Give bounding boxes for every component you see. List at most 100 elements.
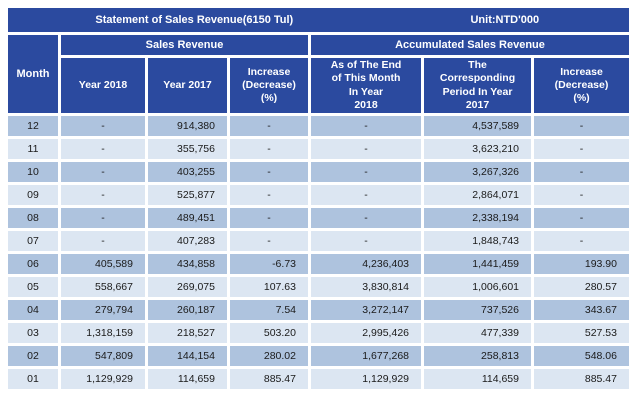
value-cell: - [534,231,629,251]
table-row: 09-525,877- -2,864,071- [8,185,629,205]
value-cell: 527.53 [534,323,629,343]
group-header-accumulated-sales-revenue: Accumulated Sales Revenue [311,35,629,55]
value-cell: - [61,185,145,205]
month-cell: 01 [8,369,58,389]
month-cell: 07 [8,231,58,251]
value-cell: 3,272,147 [311,300,421,320]
table-row: 06 405,589 434,858 -6.73 4,236,403 1,441,459 1… [8,254,629,274]
value-cell: 3,830,814 [311,277,421,297]
table-row: 01 1,129,929 114,659 885.47 1,129,929 114,659… [8,369,629,389]
value-cell: 144,154 [148,346,227,366]
table-row: 07-407,283- -1,848,743- [8,231,629,251]
month-column-header: Month [8,35,58,113]
column-header-increase-decrease: Increase (Decrease) (%) [230,58,308,113]
value-cell: 547,809 [61,346,145,366]
value-cell: - [61,139,145,159]
table-row: 05 558,667 269,075 107.63 3,830,814 1,006,601… [8,277,629,297]
value-cell: - [61,231,145,251]
value-cell: - [534,139,629,159]
month-cell: 10 [8,162,58,182]
column-header-corresponding-period-2017: The Corresponding Period In Year 2017 [424,58,531,113]
sales-revenue-table: Statement of Sales Revenue(6150 Tul) Uni… [5,5,632,392]
value-cell: 280.02 [230,346,308,366]
value-cell: 503.20 [230,323,308,343]
month-cell: 02 [8,346,58,366]
value-cell: 885.47 [230,369,308,389]
month-cell: 04 [8,300,58,320]
value-cell: 1,006,601 [424,277,531,297]
table-row: 12-914,380- -4,537,589- [8,116,629,136]
table-body: 12-914,380- -4,537,589- 11-355,756- -3,623,… [8,116,629,389]
value-cell: - [311,231,421,251]
month-cell: 03 [8,323,58,343]
value-cell: 1,441,459 [424,254,531,274]
value-cell: 279,794 [61,300,145,320]
value-cell: 434,858 [148,254,227,274]
value-cell: 1,129,929 [311,369,421,389]
value-cell: - [230,162,308,182]
table-row: 08-489,451- -2,338,194- [8,208,629,228]
value-cell: - [230,116,308,136]
value-cell: 269,075 [148,277,227,297]
value-cell: - [230,139,308,159]
value-cell: - [61,208,145,228]
value-cell: - [534,116,629,136]
table-row: 03 1,318,159 218,527 503.20 2,995,426 477,339… [8,323,629,343]
value-cell: -6.73 [230,254,308,274]
column-header-year-2017: Year 2017 [148,58,227,113]
value-cell: 525,877 [148,185,227,205]
title-bar-cell: Statement of Sales Revenue(6150 Tul) Uni… [8,8,629,32]
month-cell: 08 [8,208,58,228]
month-cell: 05 [8,277,58,297]
value-cell: 218,527 [148,323,227,343]
table-row: 04 279,794 260,187 7.54 3,272,147 737,526 343.… [8,300,629,320]
value-cell: 885.47 [534,369,629,389]
value-cell: 489,451 [148,208,227,228]
value-cell: - [534,162,629,182]
value-cell: 114,659 [424,369,531,389]
value-cell: 403,255 [148,162,227,182]
value-cell: 4,537,589 [424,116,531,136]
month-cell: 09 [8,185,58,205]
column-header-year-2018: Year 2018 [61,58,145,113]
value-cell: 1,848,743 [424,231,531,251]
month-cell: 12 [8,116,58,136]
sales-revenue-statement-page: Statement of Sales Revenue(6150 Tul) Uni… [0,5,640,406]
value-cell: 258,813 [424,346,531,366]
column-header-row: Year 2018 Year 2017 Increase (Decrease) … [8,58,629,113]
value-cell: 405,589 [61,254,145,274]
value-cell: 1,318,159 [61,323,145,343]
value-cell: - [230,231,308,251]
column-header-accumulated-increase-decrease: Increase (Decrease) (%) [534,58,629,113]
month-cell: 06 [8,254,58,274]
title-bar: Statement of Sales Revenue(6150 Tul) Uni… [8,14,629,26]
value-cell: 477,339 [424,323,531,343]
value-cell: 193.90 [534,254,629,274]
value-cell: 114,659 [148,369,227,389]
group-header-sales-revenue: Sales Revenue [61,35,308,55]
statement-title: Statement of Sales Revenue(6150 Tul) [95,14,294,26]
value-cell: 2,864,071 [424,185,531,205]
value-cell: - [61,116,145,136]
table-row: 10-403,255- -3,267,326- [8,162,629,182]
value-cell: 407,283 [148,231,227,251]
value-cell: 548.06 [534,346,629,366]
value-cell: - [311,162,421,182]
value-cell: 260,187 [148,300,227,320]
month-cell: 11 [8,139,58,159]
value-cell: 4,236,403 [311,254,421,274]
value-cell: - [311,208,421,228]
value-cell: 2,338,194 [424,208,531,228]
value-cell: 343.67 [534,300,629,320]
value-cell: 737,526 [424,300,531,320]
table-row: 02 547,809 144,154 280.02 1,677,268 258,813 54… [8,346,629,366]
value-cell: - [311,116,421,136]
value-cell: 3,267,326 [424,162,531,182]
value-cell: 7.54 [230,300,308,320]
value-cell: - [534,185,629,205]
table-row: 11-355,756- -3,623,210- [8,139,629,159]
value-cell: 107.63 [230,277,308,297]
value-cell: - [311,139,421,159]
value-cell: 1,129,929 [61,369,145,389]
value-cell: 1,677,268 [311,346,421,366]
